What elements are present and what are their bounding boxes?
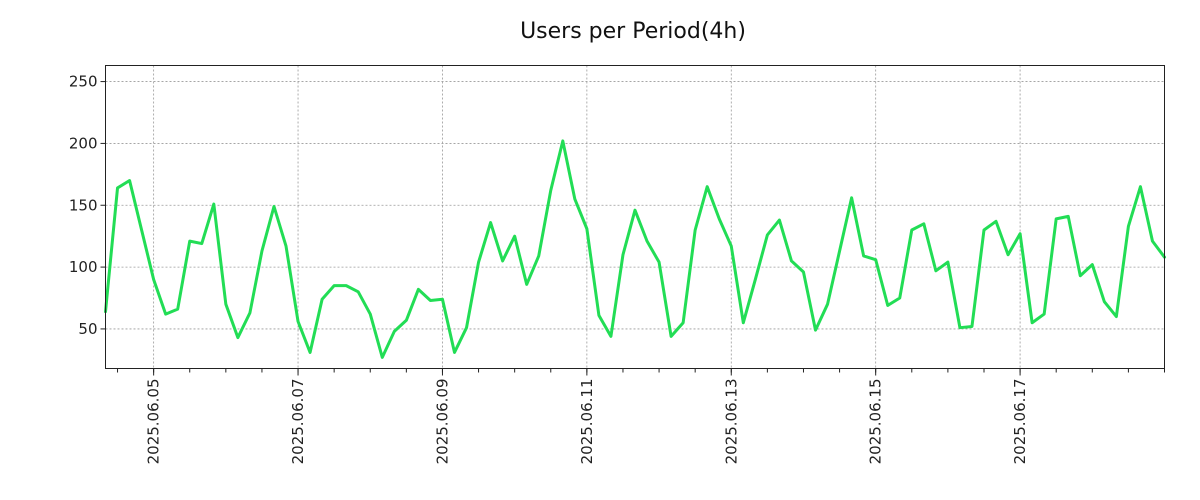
grid <box>105 65 1165 369</box>
y-tick-label: 50 <box>78 320 97 338</box>
axes: 50 100 150 200 250 2025.06.05 2025.06.07 2025.0… <box>69 73 1165 465</box>
y-tick-label: 250 <box>69 73 98 91</box>
y-tick-label: 200 <box>69 134 98 152</box>
x-tick-label: 2025.06.07 <box>289 379 307 465</box>
series-layer <box>104 139 1166 359</box>
plot-frame <box>105 65 1165 369</box>
series-line <box>104 139 1166 359</box>
x-tick-label: 2025.06.11 <box>578 379 596 465</box>
x-tick-label: 2025.06.15 <box>867 379 885 465</box>
x-tick-label: 2025.06.05 <box>145 379 163 465</box>
x-tick-label: 2025.06.09 <box>433 379 451 465</box>
x-tick-label: 2025.06.17 <box>1011 379 1029 465</box>
y-tick-label: 100 <box>69 258 98 276</box>
x-tick-label: 2025.06.13 <box>722 379 740 465</box>
chart-title: Users per Period(4h) <box>520 19 746 44</box>
y-tick-label: 150 <box>69 196 98 214</box>
